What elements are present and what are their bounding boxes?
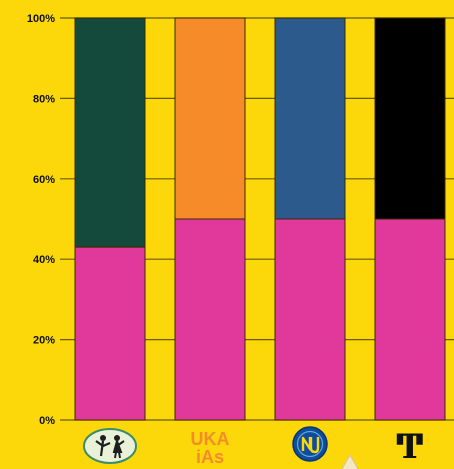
dancers-logo-icon xyxy=(83,428,137,464)
bar-top-logo-nu xyxy=(274,17,346,220)
bar-bottom-logo-ukaias xyxy=(174,218,246,421)
y-tick-label: 40% xyxy=(33,254,55,266)
nu-logo-icon xyxy=(292,426,359,469)
bar-top-logo-dancers xyxy=(74,17,146,248)
y-tick-label: 100% xyxy=(27,13,55,25)
bar-top-logo-t xyxy=(374,17,446,220)
bar-bottom-logo-nu xyxy=(274,218,346,421)
y-tick-label: 60% xyxy=(33,174,55,186)
y-tick-label: 20% xyxy=(33,335,55,347)
y-tick-label: 0% xyxy=(39,415,55,427)
bars xyxy=(74,17,446,421)
bar-top-logo-ukaias xyxy=(174,17,246,220)
y-axis-ticks: 0% 20% 40% 60% 80% 100% xyxy=(27,13,55,427)
bar-bottom-logo-t xyxy=(374,218,446,421)
y-tick-label: 80% xyxy=(33,93,55,105)
ukaias-logo-line1: UKA xyxy=(191,429,230,449)
ukaias-logo-line2: iAs xyxy=(196,447,224,467)
bar-bottom-logo-dancers xyxy=(74,246,146,421)
t-logo-icon: Ͳ xyxy=(396,427,423,467)
